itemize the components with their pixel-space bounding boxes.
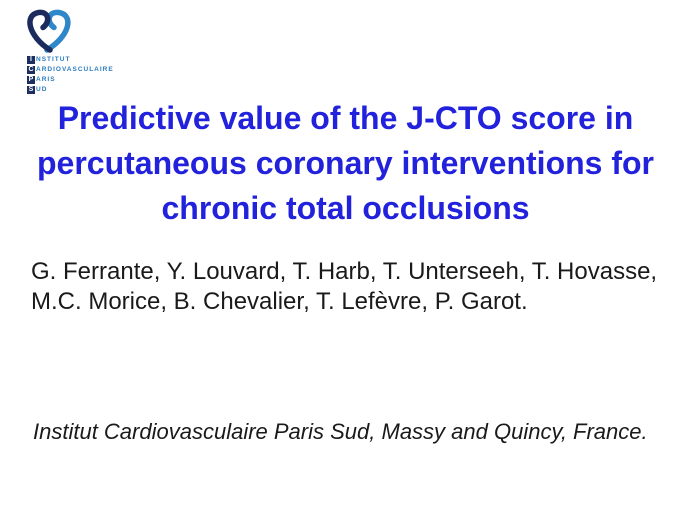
logo-line-cardiovasculaire: C ARDIOVASCULAIRE	[27, 65, 152, 74]
logo-initial-square: I	[27, 55, 35, 64]
authors-line-1: G. Ferrante, Y. Louvard, T. Harb, T. Unt…	[31, 258, 658, 285]
title-line-2: percutaneous coronary interventions for	[36, 145, 654, 181]
logo-initial-square: S	[27, 85, 35, 94]
logo-initial-square: P	[27, 75, 35, 84]
heart-ribbon-icon	[27, 9, 71, 53]
slide-title: Predictive value of the J-CTO score in p…	[0, 96, 691, 231]
logo-word-rest: ARIS	[36, 76, 56, 83]
authors-line-2: M.C. Morice, B. Chevalier, T. Lefèvre, P…	[31, 288, 528, 315]
title-line-3: chronic total occlusions	[161, 190, 530, 226]
logo-word-rest: UD	[36, 86, 48, 93]
logo-word-rest: ARDIOVASCULAIRE	[36, 66, 114, 73]
title-line-1: Predictive value of the J-CTO score in	[57, 100, 634, 136]
institut-cardiovasculaire-paris-sud-logo: I NSTITUT C ARDIOVASCULAIRE P ARIS S UD	[22, 8, 152, 95]
affiliation-text: Institut Cardiovasculaire Paris Sud, Mas…	[33, 419, 648, 444]
authors-list: G. Ferrante, Y. Louvard, T. Harb, T. Unt…	[31, 257, 675, 317]
logo-line-institut: I NSTITUT	[27, 55, 152, 64]
logo-word-rest: NSTITUT	[36, 56, 71, 63]
logo-wordmark: I NSTITUT C ARDIOVASCULAIRE P ARIS S UD	[27, 55, 152, 94]
logo-initial-square: C	[27, 65, 35, 74]
logo-line-sud: S UD	[27, 85, 152, 94]
logo-line-paris: P ARIS	[27, 75, 152, 84]
